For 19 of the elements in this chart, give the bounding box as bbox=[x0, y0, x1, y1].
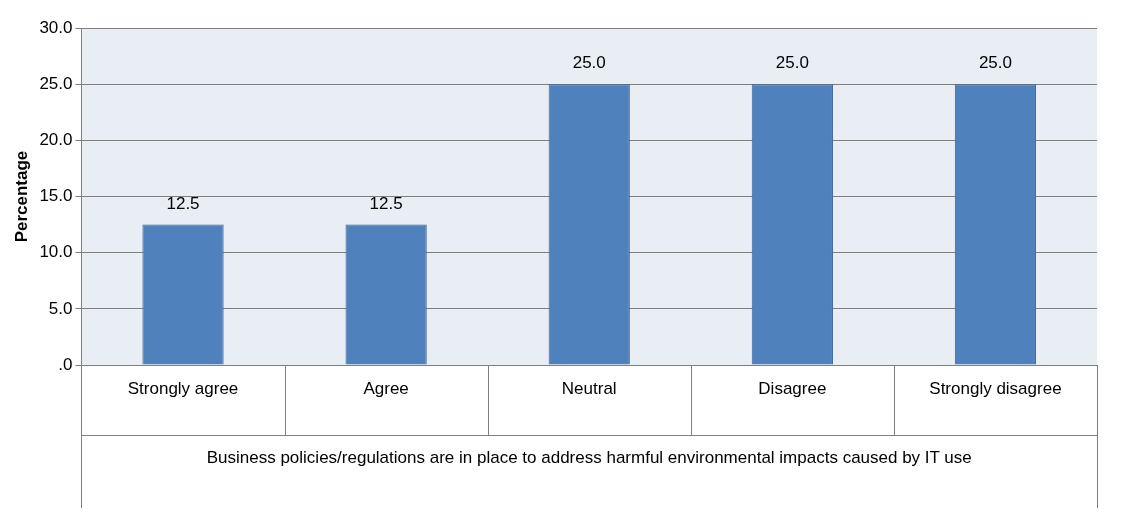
y-tick-label: 5.0 bbox=[48, 298, 73, 318]
x-tick-label: Neutral bbox=[561, 378, 617, 398]
y-tick-label: 25.0 bbox=[39, 73, 73, 93]
data-label: 25.0 bbox=[775, 53, 809, 73]
y-tick-label: 10.0 bbox=[39, 242, 73, 262]
data-label: 12.5 bbox=[369, 193, 403, 213]
y-tick-label: .0 bbox=[58, 354, 73, 374]
y-tick-label: 30.0 bbox=[39, 17, 73, 37]
data-label: 25.0 bbox=[978, 53, 1012, 73]
y-axis-title: Percentage bbox=[11, 150, 31, 243]
x-tick-label: Strongly agree bbox=[127, 378, 239, 398]
y-tick-label: 20.0 bbox=[39, 130, 73, 150]
y-tick-label: 15.0 bbox=[39, 186, 73, 206]
data-label: 12.5 bbox=[166, 193, 200, 213]
data-label: 25.0 bbox=[572, 53, 606, 73]
x-tick-label: Strongly disagree bbox=[929, 378, 1062, 398]
x-tick-label: Disagree bbox=[758, 378, 827, 398]
x-axis-title: Business policies/regulations are in place to address harmful environmental impacts caused by IT use bbox=[206, 447, 972, 467]
x-tick-label: Agree bbox=[363, 378, 409, 398]
